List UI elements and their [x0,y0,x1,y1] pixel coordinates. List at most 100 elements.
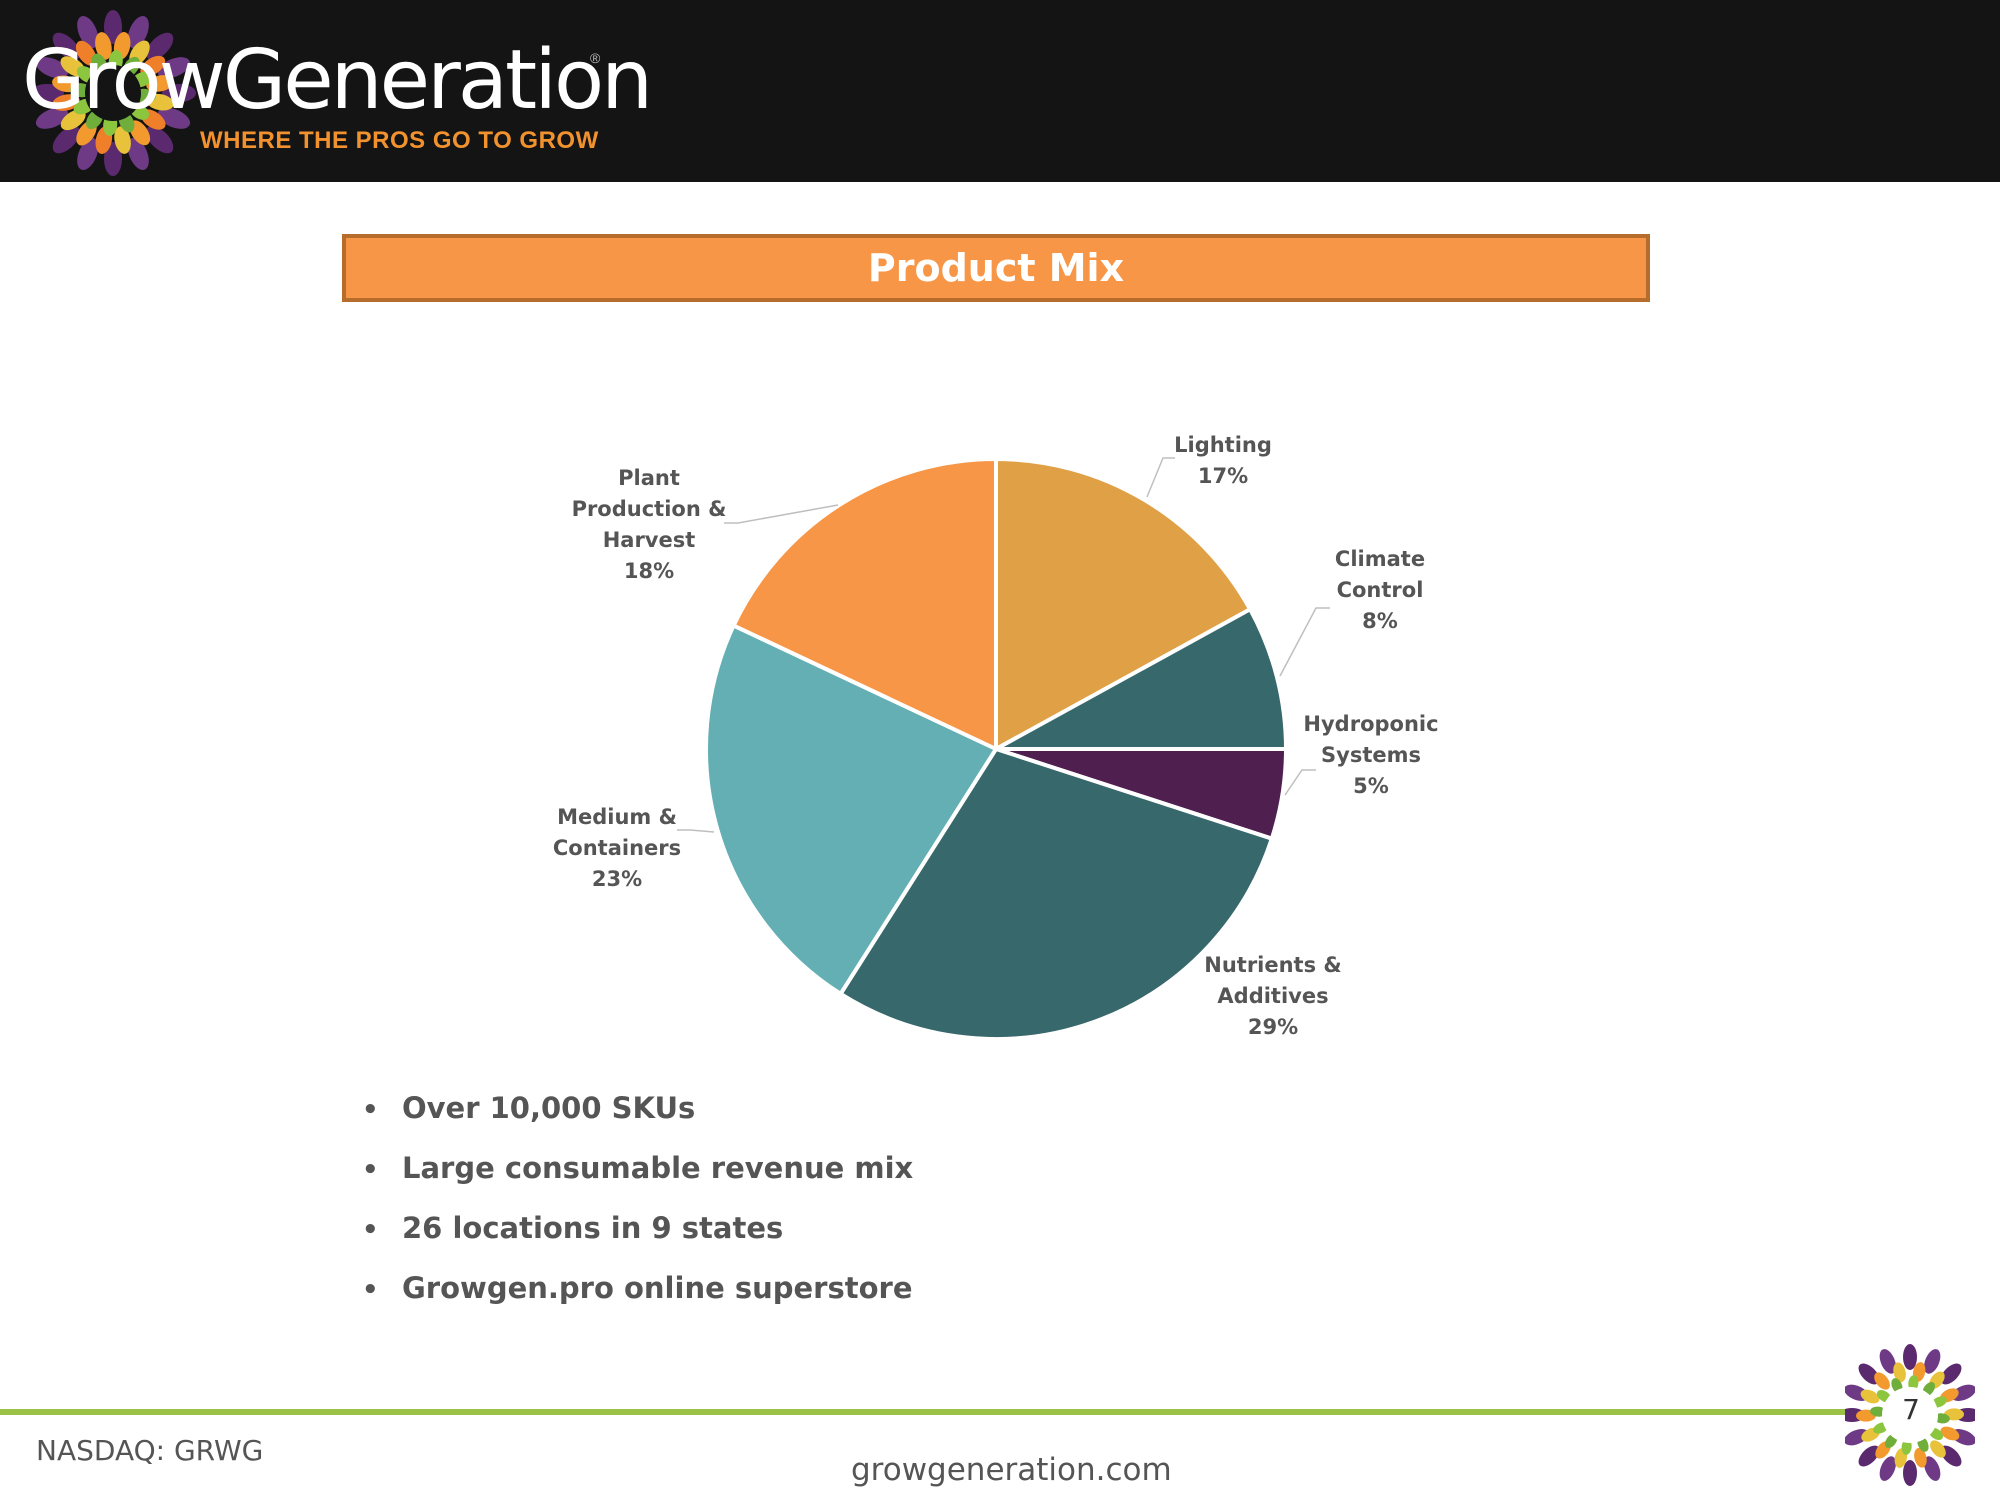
petal [1951,1384,1975,1401]
slice-name-label: Production & [572,497,727,521]
slice-value-label: 29% [1248,1015,1298,1039]
petal [1879,1456,1896,1481]
bullet-item: • Over 10,000 SKUs [362,1082,913,1142]
petal [162,84,196,102]
petal [1893,1362,1906,1383]
petal [95,32,112,60]
petal [1903,1344,1917,1370]
slice-name-label: Control [1337,578,1424,602]
petal [129,120,151,146]
petal [1940,1363,1962,1385]
pie-slice-lighting [994,457,1253,751]
petal [1924,1456,1941,1481]
petal [104,142,122,176]
slice-label: Lighting 17% [1174,433,1272,488]
bullet-list: • Over 10,000 SKUs • Large consumable reve… [362,1082,913,1322]
slice-value-label: 18% [624,559,674,583]
slice-label: Medium & Containers 23% [553,805,681,891]
petal [77,137,99,171]
petal [1845,1429,1869,1446]
footer-ticker: NASDAQ: GRWG [36,1434,264,1467]
leader-line [724,504,839,524]
slice-label: Nutrients & Additives 29% [1204,953,1341,1039]
petal [35,57,69,79]
bullet-item: • Growgen.pro online superstore [362,1262,913,1322]
bullet-dot-icon: • [362,1095,379,1125]
slice-name-label: Hydroponic [1303,712,1438,736]
petal [1874,1372,1890,1390]
petal [127,137,149,171]
slice-value-label: 8% [1362,609,1398,633]
slice-name-label: Medium & [557,805,677,829]
petal [1930,1440,1946,1458]
petal [52,94,80,111]
petal [157,107,191,129]
petal [146,32,174,60]
petal [1858,1363,1880,1385]
petal [1940,1426,1960,1441]
petal [1879,1349,1896,1374]
petal [35,107,69,129]
flower-center [1882,1387,1938,1443]
slice-name-label: Harvest [603,528,696,552]
petal [157,57,191,79]
slice-value-label: 17% [1198,464,1248,488]
sunflower-logo-icon [30,10,196,176]
bullet-dot-icon: • [362,1155,379,1185]
slice-name-label: Systems [1321,743,1421,767]
pie-slice-nutrients-additives [838,747,1274,1041]
bullet-dot-icon: • [362,1215,379,1245]
leader-line [1146,457,1175,498]
petal [30,84,64,102]
slice-name-label: Plant [618,466,680,490]
brand-tagline: WHERE THE PROS GO TO GROW [200,127,599,154]
page-number: 7 [1902,1393,1920,1426]
pie-slice-medium-containers [704,623,998,996]
slice-name-label: Nutrients & [1204,953,1341,977]
slice-label: Hydroponic Systems 5% [1303,712,1438,798]
slice-name-label: Containers [553,836,681,860]
corner-flower-icon [1845,1344,1975,1486]
brand-name: GrowGeneration [22,33,653,128]
petal [52,32,80,60]
slice-value-label: 23% [592,867,642,891]
petal [146,126,174,154]
slide-title: Product Mix [867,246,1125,290]
petal [104,10,122,44]
pie-slice-plant-production-harvest [731,457,998,751]
slice-name-label: Lighting [1174,433,1272,457]
footer-website: growgeneration.com [851,1452,1172,1488]
pie-slice-climate-control [994,607,1288,751]
leader-line [677,829,715,833]
petal [140,55,166,77]
petal [1940,1445,1962,1467]
petal [1858,1445,1880,1467]
footer-divider [0,1409,1850,1415]
bullet-item: • Large consumable revenue mix [362,1142,913,1202]
bullet-dot-icon: • [362,1275,379,1305]
slice-name-label: Additives [1217,984,1328,1008]
leader-line [1279,607,1330,677]
petal [146,75,174,92]
petal [1903,1460,1917,1486]
petal [1914,1447,1927,1468]
petal [77,15,99,49]
header-bar: GrowGeneration ® WHERE THE PROS GO TO GR… [0,0,2000,182]
logo-center [85,65,141,121]
slice-value-label: 5% [1353,774,1389,798]
product-mix-pie-chart: Lighting 17% Climate Control 8% Hydroponic Sys… [553,433,1439,1041]
petal [1924,1349,1941,1374]
petal [127,15,149,49]
slice-label: Climate Control 8% [1335,547,1425,633]
petal [114,126,131,154]
registered-mark: ® [590,50,601,66]
slice-name-label: Climate [1335,547,1425,571]
leader-line [1284,769,1316,796]
petal [1860,1389,1880,1404]
bullet-item: • 26 locations in 9 states [362,1202,913,1262]
slice-label: Plant Production & Harvest 18% [572,466,727,583]
petal [75,40,97,66]
title-banner: Product Mix [342,234,1650,302]
petal [60,109,86,131]
petal [52,126,80,154]
